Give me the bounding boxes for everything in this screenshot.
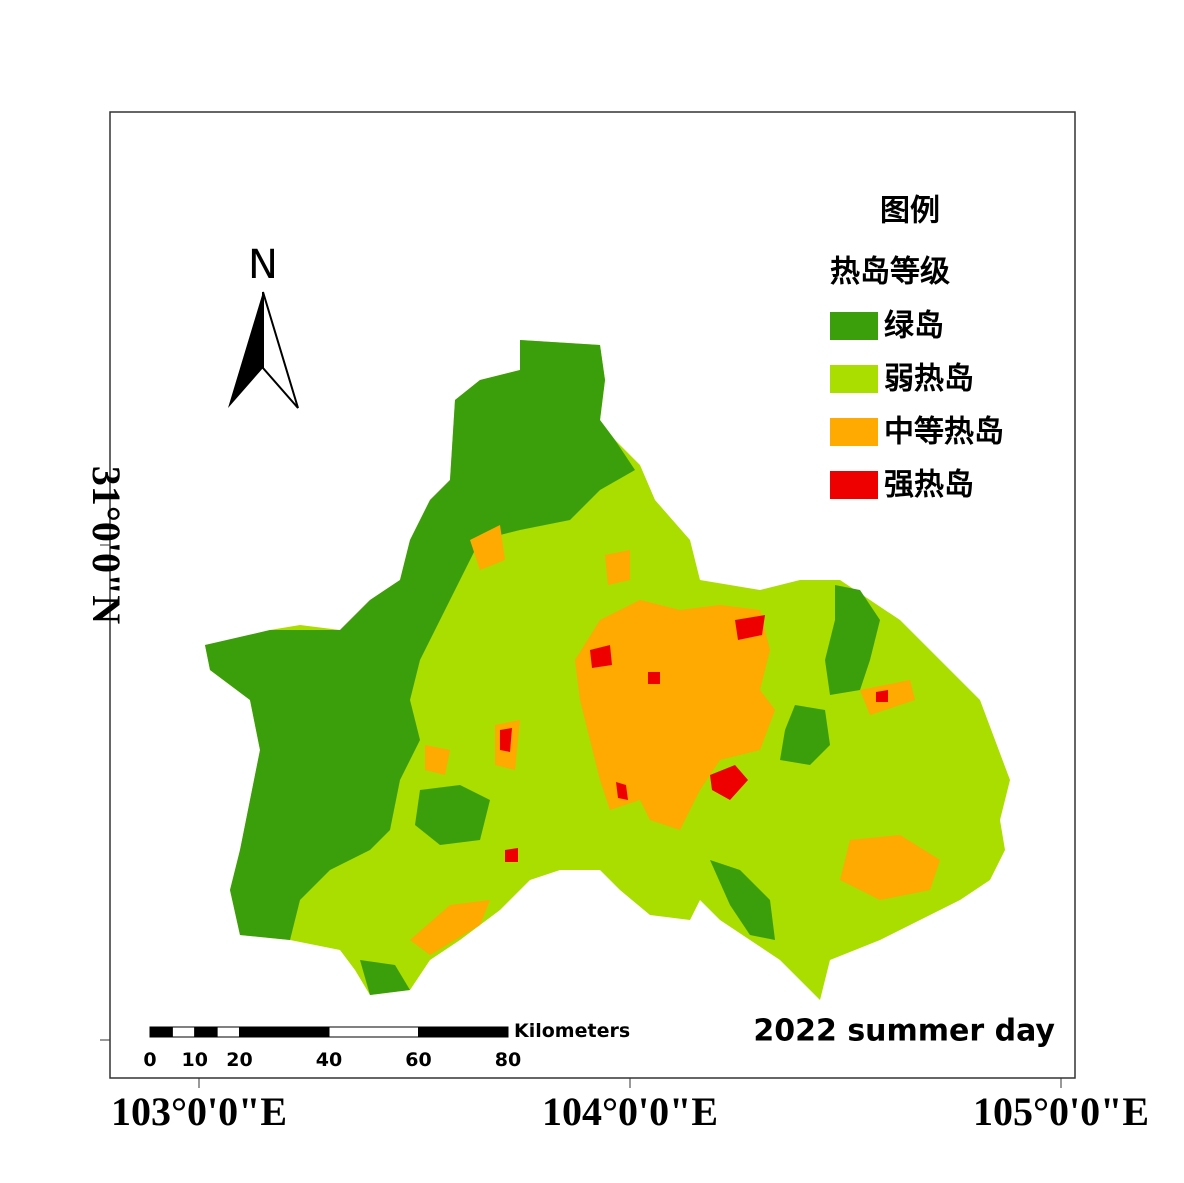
scale-segment	[216, 1026, 240, 1038]
medium-heat-island	[410, 900, 490, 955]
legend-swatch	[830, 365, 878, 393]
scale-label: 60	[405, 1049, 431, 1071]
legend-label: 弱热岛	[884, 362, 974, 397]
x-label: 104°0'0"E	[542, 1089, 718, 1134]
legend-label: 强热岛	[884, 468, 974, 503]
scale-segment	[171, 1026, 196, 1038]
strong-heat-island	[648, 672, 660, 684]
medium-heat-island	[605, 550, 630, 585]
strong-heat-island	[735, 615, 765, 640]
scale-label: 0	[143, 1049, 156, 1071]
legend-swatch	[830, 418, 878, 446]
green-island	[360, 960, 410, 995]
scale-segment	[239, 1026, 330, 1038]
medium-heat-island	[425, 745, 450, 775]
scale-segment	[149, 1026, 173, 1038]
legend-label: 中等热岛	[884, 415, 1004, 450]
scale-segment	[328, 1026, 419, 1038]
medium-heat-island	[470, 525, 505, 570]
scale-label: 40	[316, 1049, 342, 1071]
scale-unit: Kilometers	[514, 1020, 630, 1042]
north-arrow-left	[228, 292, 263, 408]
x-label: 103°0'0"E	[111, 1089, 287, 1134]
green-island	[780, 705, 830, 765]
scale-label: 10	[182, 1049, 208, 1071]
north-label: N	[248, 242, 278, 288]
legend-title: 图例	[880, 194, 940, 229]
strong-heat-island	[500, 728, 512, 752]
green-island	[415, 785, 490, 845]
strong-heat-island	[616, 782, 628, 800]
strong-heat-island	[710, 765, 748, 800]
legend-subtitle: 热岛等级	[830, 255, 950, 290]
green-island	[825, 585, 880, 695]
medium-heat-island	[840, 835, 940, 900]
strong-heat-island	[505, 848, 518, 862]
strong-heat-island	[876, 690, 888, 702]
x-label: 105°0'0"E	[973, 1089, 1149, 1134]
green-island	[710, 860, 775, 940]
scale-label: 20	[226, 1049, 252, 1071]
caption: 2022 summer day	[753, 1014, 1055, 1049]
region	[205, 340, 1010, 1000]
y-label: 31°0'0"N	[84, 466, 129, 624]
scale-segment	[418, 1026, 509, 1038]
legend-swatch	[830, 471, 878, 499]
legend-label: 绿岛	[884, 309, 944, 344]
scale-label: 80	[495, 1049, 521, 1071]
scale-segment	[194, 1026, 218, 1038]
north-arrow: N	[228, 242, 299, 409]
green-island	[205, 340, 635, 940]
medium-heat-island	[575, 600, 775, 830]
strong-heat-island	[590, 645, 612, 668]
legend-swatch	[830, 312, 878, 340]
north-arrow-right	[262, 291, 299, 409]
